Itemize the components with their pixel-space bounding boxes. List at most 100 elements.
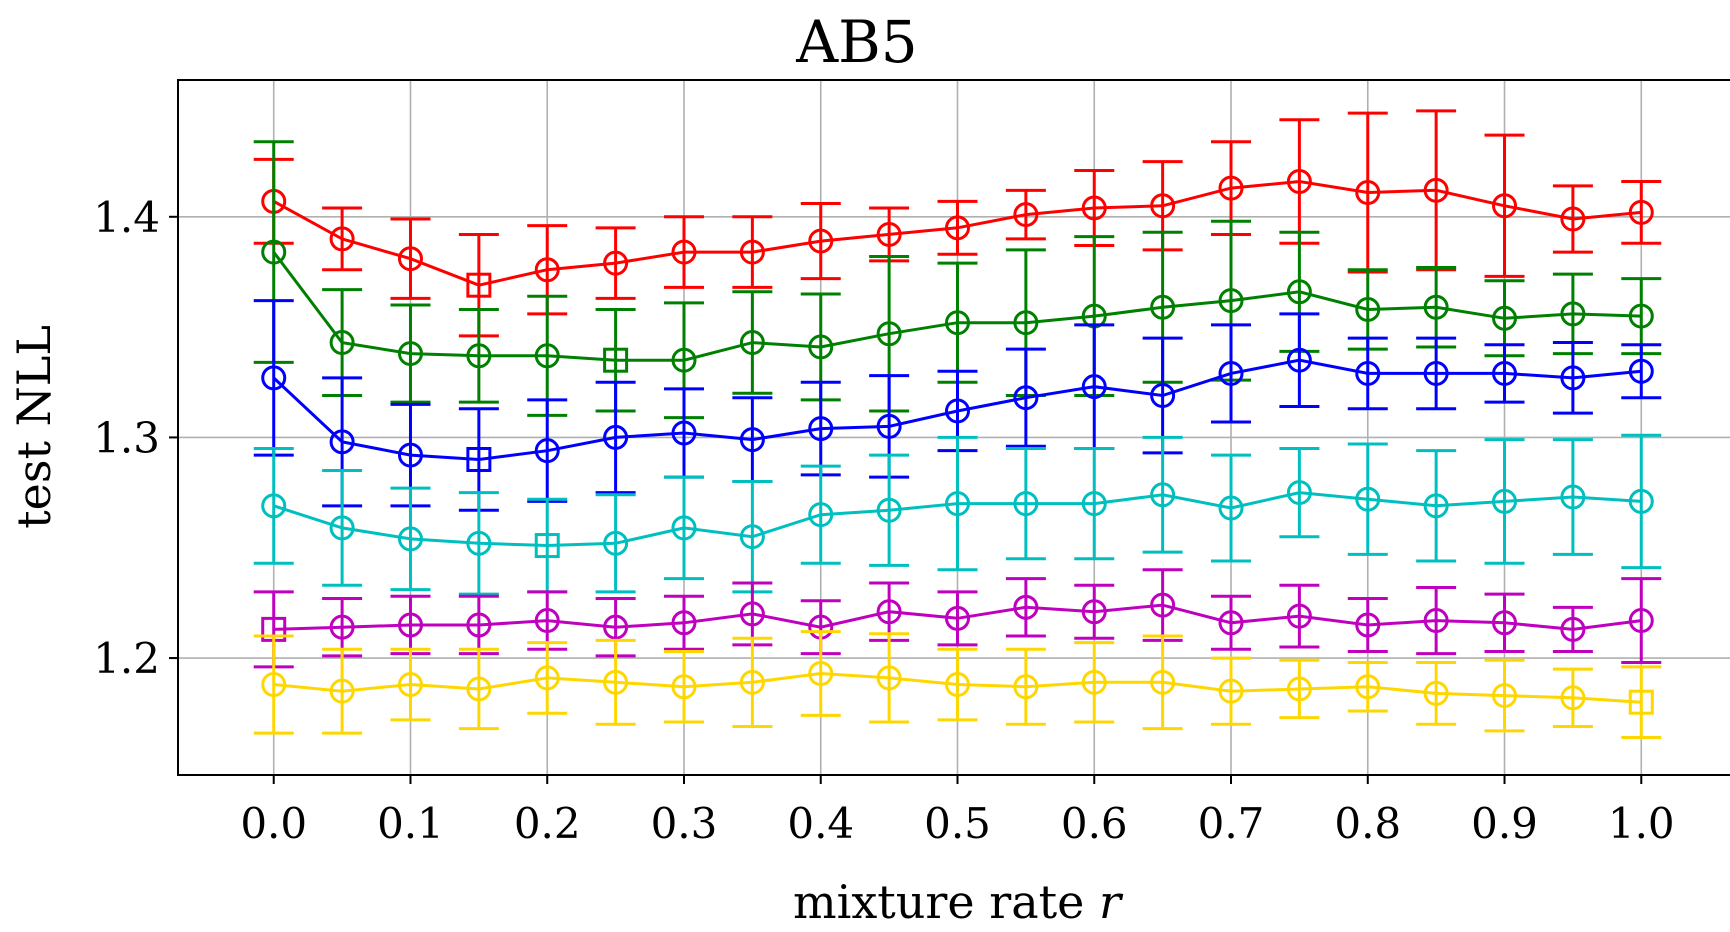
data-point-best (1628, 689, 1654, 715)
data-point (739, 601, 765, 627)
series-layer (253, 109, 1662, 739)
y-tick-label: 1.3 (93, 413, 160, 462)
data-point (1628, 488, 1654, 514)
data-point (397, 246, 423, 272)
data-point (603, 250, 629, 276)
data-point (1492, 610, 1518, 636)
chart-title: AB5 (795, 8, 917, 76)
data-point (1423, 608, 1449, 634)
data-point (739, 669, 765, 695)
series-magenta (253, 568, 1662, 669)
data-point-best (466, 272, 492, 298)
x-tick-label: 0.0 (240, 799, 307, 848)
data-point (1286, 279, 1312, 305)
data-point (466, 612, 492, 638)
data-point (1355, 360, 1381, 386)
data-point (1560, 484, 1586, 510)
data-point (1081, 374, 1107, 400)
data-point (1081, 491, 1107, 517)
data-point (739, 524, 765, 550)
data-point (329, 226, 355, 252)
data-point (1081, 195, 1107, 221)
x-tick-label: 0.5 (924, 799, 991, 848)
data-point (1628, 608, 1654, 634)
data-point (671, 515, 697, 541)
data-point (329, 429, 355, 455)
y-tick-label: 1.4 (93, 193, 160, 242)
data-point (1013, 202, 1039, 228)
data-point (1218, 610, 1244, 636)
data-point (1081, 669, 1107, 695)
data-point (1013, 310, 1039, 336)
x-tick-label: 1.0 (1608, 799, 1675, 848)
x-tick-label: 0.9 (1471, 799, 1538, 848)
ticks: 0.0 0.1 0.2 0.3 0.4 0.5 0.6 0.7 0.8 0.9 1.0 1.2 1.3 1… (93, 193, 1674, 848)
data-point (876, 599, 902, 625)
data-point (1013, 385, 1039, 411)
data-point (1492, 683, 1518, 709)
data-point (945, 310, 970, 336)
y-tick-label: 1.2 (93, 634, 160, 683)
series-red (253, 109, 1662, 338)
data-point (808, 228, 834, 254)
data-point (876, 221, 902, 247)
data-point (808, 416, 834, 442)
data-point (1150, 193, 1176, 219)
data-point (1423, 360, 1449, 386)
data-point (1286, 347, 1312, 373)
data-point (397, 341, 423, 367)
data-point (329, 515, 355, 541)
data-point-best (466, 446, 492, 472)
data-point (739, 427, 765, 453)
x-tick-label: 0.2 (514, 799, 581, 848)
data-point (1355, 486, 1381, 512)
data-point (1218, 678, 1244, 704)
data-point (1492, 305, 1518, 331)
data-point (603, 614, 629, 640)
data-point (397, 442, 423, 468)
data-point (1423, 680, 1449, 706)
data-point (1423, 493, 1449, 519)
data-point-best (534, 533, 560, 559)
data-point (876, 321, 902, 347)
data-point (261, 239, 287, 265)
data-point (945, 398, 970, 424)
data-point (1355, 180, 1381, 206)
series-gold (253, 630, 1662, 739)
data-point-best (603, 347, 629, 373)
data-point (671, 239, 697, 265)
data-point (671, 610, 697, 636)
data-point (261, 493, 287, 519)
data-point (1560, 616, 1586, 642)
data-point (534, 343, 560, 369)
data-point (945, 491, 970, 517)
x-axis-label-text: mixture rate (793, 875, 1084, 929)
data-point (1150, 592, 1176, 618)
data-point (1150, 383, 1176, 409)
data-point (603, 669, 629, 695)
data-point (1286, 480, 1312, 506)
x-tick-label: 0.7 (1198, 799, 1265, 848)
x-tick-label: 0.4 (787, 799, 854, 848)
data-point (1355, 674, 1381, 700)
data-point (329, 330, 355, 356)
data-point (1286, 168, 1312, 194)
data-point (261, 365, 287, 391)
data-point (739, 239, 765, 265)
data-point (671, 347, 697, 373)
x-axis-label-var: r (1099, 875, 1124, 929)
data-point (1218, 288, 1244, 314)
data-point (1628, 199, 1654, 225)
data-point (1286, 676, 1312, 702)
data-point (603, 530, 629, 556)
data-point (1560, 206, 1586, 232)
data-point (1560, 301, 1586, 327)
data-point (739, 330, 765, 356)
data-point (1423, 177, 1449, 203)
data-point (1355, 296, 1381, 322)
data-point (397, 612, 423, 638)
data-point (1150, 482, 1176, 508)
data-point (808, 502, 834, 528)
data-point (1628, 358, 1654, 384)
data-point (876, 497, 902, 523)
